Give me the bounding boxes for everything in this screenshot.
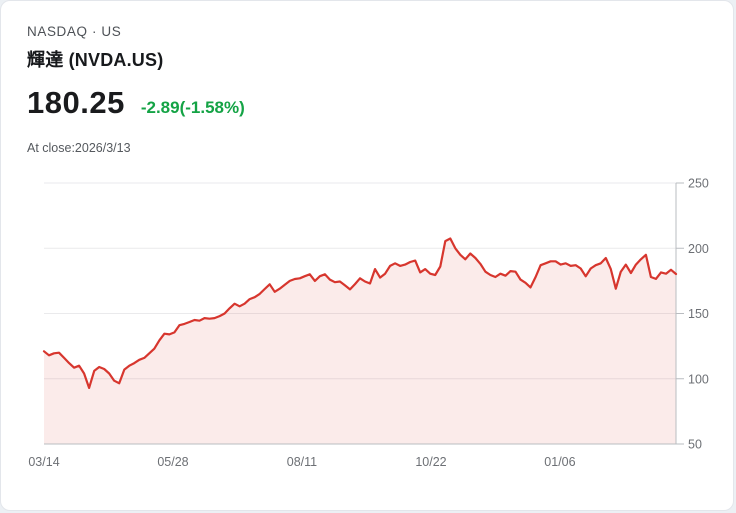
stock-name-title: 輝達 (NVDA.US) <box>27 50 164 70</box>
exchange-market-label: NASDAQ · US <box>27 24 122 39</box>
x-axis-label: 03/14 <box>28 455 59 469</box>
y-axis-label: 100 <box>688 372 709 386</box>
x-axis-label: 01/06 <box>544 455 575 469</box>
price-row: 180.25 -2.89(-1.58%) <box>27 85 245 121</box>
as-of-timestamp: At close:2026/3/13 <box>27 141 131 155</box>
last-price: 180.25 <box>27 85 125 120</box>
price-line <box>42 237 678 389</box>
y-axis-label: 50 <box>688 438 702 452</box>
y-axis-label: 150 <box>688 307 709 321</box>
x-axis-label: 05/28 <box>157 455 188 469</box>
price-chart-svg[interactable]: 250 200 150 100 50 03/14 05/28 08/11 10/22 01/06 <box>1 169 734 511</box>
area-fill <box>44 238 676 444</box>
x-axis-label: 08/11 <box>287 455 317 469</box>
y-axis-label: 250 <box>688 177 709 191</box>
price-change: -2.89(-1.58%) <box>140 98 245 117</box>
y-axis-label: 200 <box>688 242 709 256</box>
price-chart[interactable]: 250 200 150 100 50 03/14 05/28 08/11 10/22 01/06 <box>1 169 734 511</box>
x-axis-label: 10/22 <box>415 455 446 469</box>
